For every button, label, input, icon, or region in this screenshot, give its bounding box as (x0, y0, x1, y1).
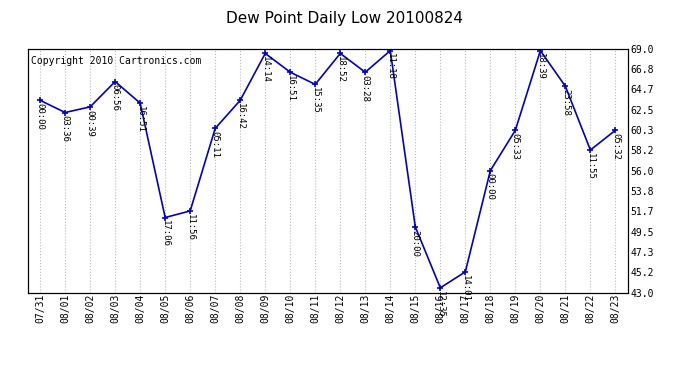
Text: 03:36: 03:36 (61, 115, 70, 142)
Text: Dew Point Daily Low 20100824: Dew Point Daily Low 20100824 (226, 11, 464, 26)
Text: 05:33: 05:33 (511, 133, 520, 160)
Text: 11:56: 11:56 (186, 214, 195, 241)
Text: 00:00: 00:00 (486, 173, 495, 200)
Text: 14:01: 14:01 (461, 274, 470, 302)
Text: 16:51: 16:51 (136, 106, 145, 133)
Text: 14:14: 14:14 (261, 56, 270, 83)
Text: 16:42: 16:42 (236, 103, 245, 130)
Text: 12:35: 12:35 (436, 291, 445, 318)
Text: 11:55: 11:55 (586, 153, 595, 180)
Text: Copyright 2010 Cartronics.com: Copyright 2010 Cartronics.com (30, 56, 201, 66)
Text: 18:52: 18:52 (336, 56, 345, 83)
Text: 17:06: 17:06 (161, 220, 170, 247)
Text: 20:00: 20:00 (411, 230, 420, 256)
Text: 18:39: 18:39 (536, 53, 545, 80)
Text: 03:28: 03:28 (361, 75, 370, 102)
Text: 23:58: 23:58 (561, 89, 570, 116)
Text: 05:32: 05:32 (611, 133, 620, 160)
Text: 00:00: 00:00 (36, 103, 45, 130)
Text: 11:18: 11:18 (386, 53, 395, 80)
Text: 16:51: 16:51 (286, 75, 295, 102)
Text: 06:56: 06:56 (110, 84, 119, 111)
Text: 00:39: 00:39 (86, 110, 95, 136)
Text: 05:11: 05:11 (210, 131, 219, 158)
Text: 15:35: 15:35 (310, 87, 319, 114)
